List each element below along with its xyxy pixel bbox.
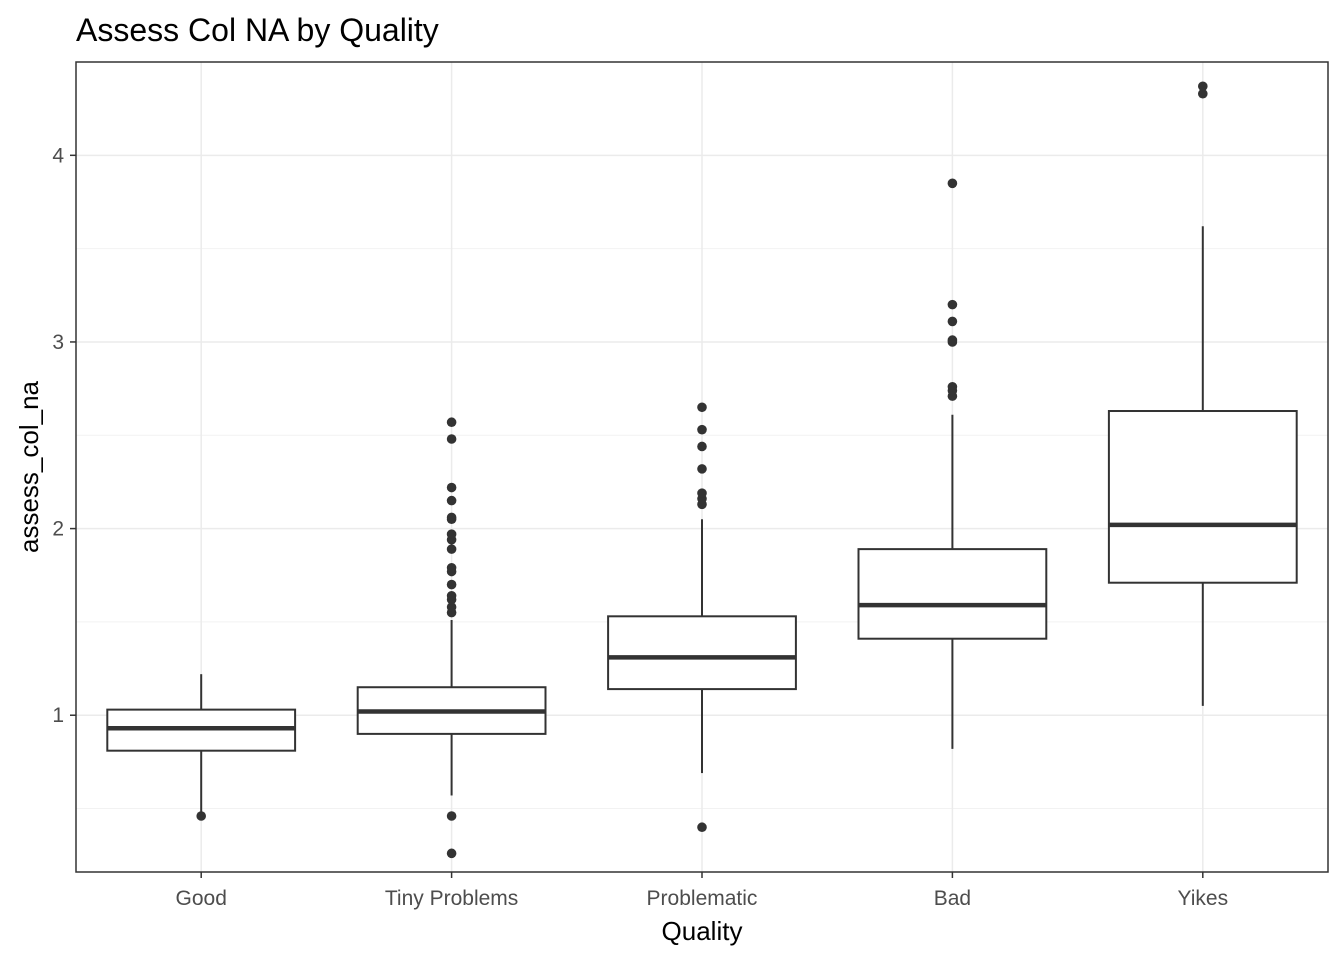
x-tick-label: Yikes [1178, 887, 1229, 910]
outlier-point [196, 811, 206, 821]
outlier-point [446, 590, 457, 601]
outlier-point [446, 512, 457, 523]
iqr-box [1107, 410, 1298, 584]
outlier-point [947, 381, 958, 392]
outlier-point [697, 424, 707, 435]
y-tick-label: 4 [52, 144, 64, 167]
outlier-point [446, 434, 457, 444]
outlier-point [947, 178, 958, 189]
chart-title: Assess Col NA by Quality [76, 12, 439, 48]
outlier-point [446, 848, 457, 859]
outlier-point [446, 495, 457, 506]
outlier-point [947, 316, 958, 327]
y-tick-label: 2 [52, 518, 64, 541]
outlier-point [697, 441, 707, 452]
outlier-point [1198, 81, 1208, 92]
x-tick-label: Problematic [647, 887, 758, 910]
outlier-point [446, 562, 457, 573]
iqr-box [857, 548, 1048, 640]
box-bad [857, 178, 1048, 749]
box-tiny-problems [356, 417, 547, 859]
y-axis: 1 2 3 4 [52, 144, 76, 727]
y-tick-label: 3 [52, 331, 64, 354]
y-tick-label: 1 [52, 704, 64, 727]
outlier-point [947, 299, 958, 310]
box-good [106, 674, 297, 821]
x-tick-label: Good [176, 887, 227, 910]
outlier-point [446, 602, 457, 612]
outlier-point [446, 579, 457, 590]
outlier-point [697, 464, 707, 474]
outlier-point [446, 544, 457, 554]
outlier-point [446, 482, 457, 493]
outlier-point [697, 822, 707, 833]
x-tick-label: Tiny Problems [385, 887, 518, 910]
outlier-point [697, 488, 707, 498]
outlier-point [947, 335, 958, 345]
x-axis-title: Quality [662, 916, 743, 946]
box-problematic [607, 402, 797, 833]
box-series [106, 81, 1298, 859]
outlier-point [446, 811, 457, 821]
outlier-point [446, 417, 457, 428]
outlier-point [697, 402, 707, 413]
x-axis: Good Tiny Problems Problematic Bad Yikes [176, 872, 1229, 910]
outlier-point [1198, 88, 1208, 99]
outlier-point [446, 529, 457, 539]
y-axis-title: assess_col_na [14, 380, 44, 553]
iqr-box [607, 615, 797, 691]
x-tick-label: Bad [934, 887, 971, 910]
box-yikes [1107, 81, 1298, 706]
